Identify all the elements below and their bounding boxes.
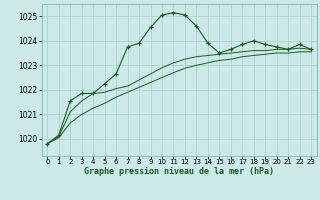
X-axis label: Graphe pression niveau de la mer (hPa): Graphe pression niveau de la mer (hPa) (84, 167, 274, 176)
